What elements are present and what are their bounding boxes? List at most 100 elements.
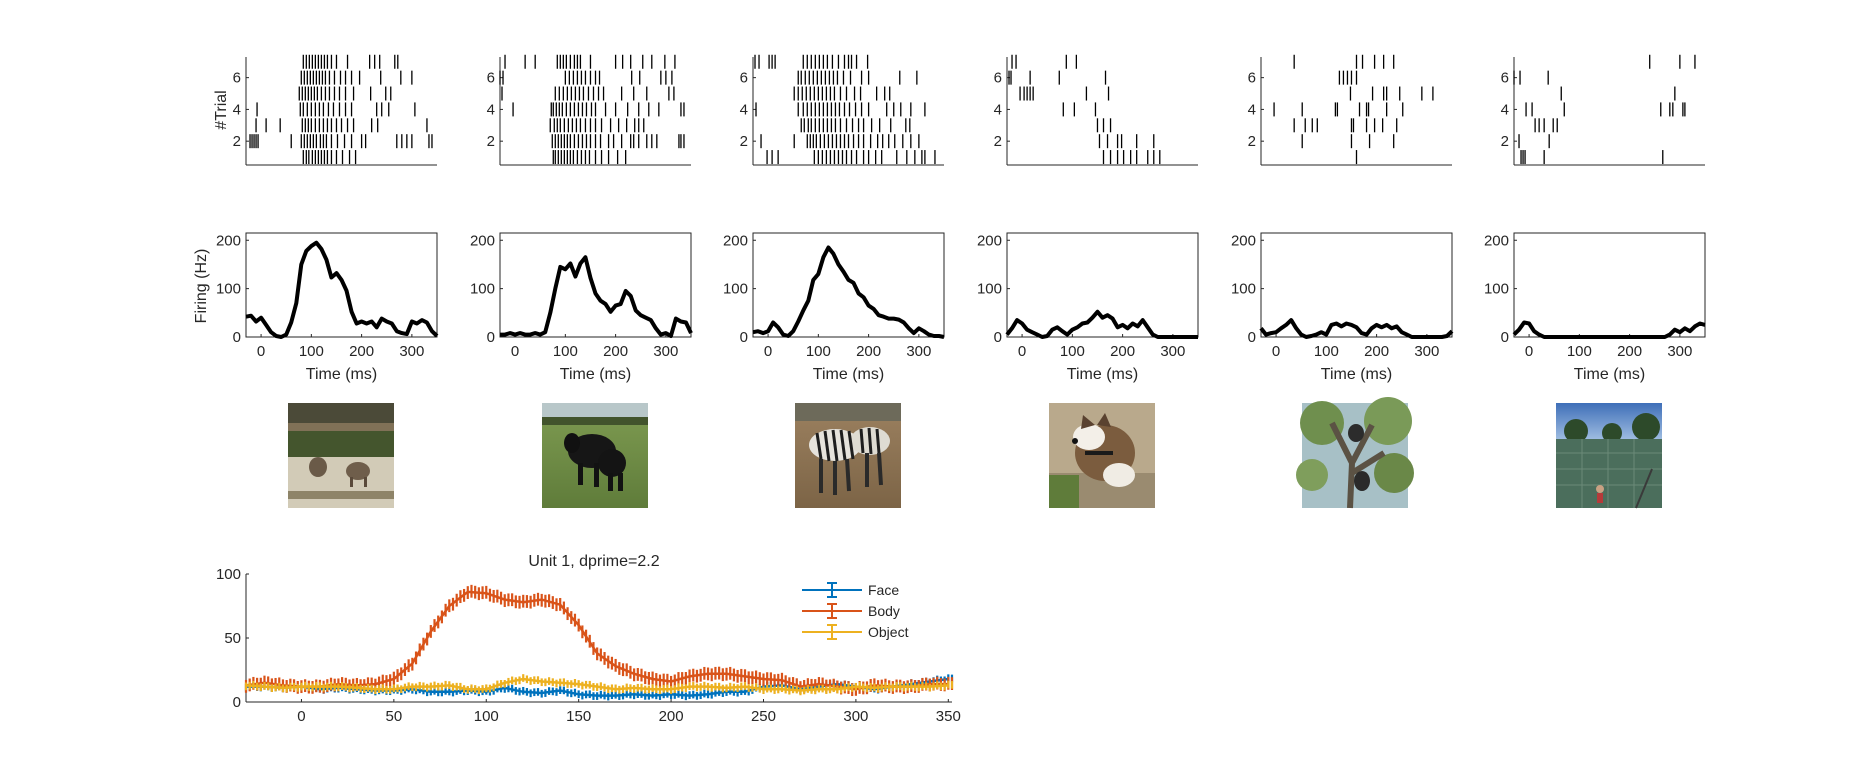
psth-xtick-label: 200	[1110, 343, 1135, 360]
raster-panel: 2 4 6	[233, 54, 437, 166]
raster-ytick-label: 4	[487, 101, 495, 118]
psth-xtick-label: 100	[1567, 343, 1592, 360]
psth-ytick-label: 100	[216, 281, 241, 298]
pop-ytick-label: 50	[224, 630, 241, 647]
tree-photo	[1296, 397, 1414, 509]
psth-xtick-label: 200	[856, 343, 881, 360]
psth-ytick-label: 200	[216, 232, 241, 249]
psth-xtick-label: 100	[1060, 343, 1085, 360]
pop-ytick-label: 0	[233, 694, 241, 711]
raster-ytick-label: 4	[740, 101, 748, 118]
psth-xlabel: Time (ms)	[560, 366, 631, 383]
firing-rate-line	[1512, 320, 1706, 339]
series-body	[244, 584, 954, 697]
psth-ytick-label: 0	[740, 329, 748, 346]
raster-ytick-label: 6	[740, 70, 748, 87]
raster-ytick-label: 4	[233, 101, 241, 118]
animal-enclosure-photo	[288, 403, 394, 508]
pop-xtick-label: 100	[474, 708, 499, 725]
pop-xtick-label: 250	[751, 708, 776, 725]
raster-panel: 2 4 6	[1248, 54, 1452, 166]
psth-ytick-label: 0	[487, 329, 495, 346]
raster-panel: 2 4 6	[1501, 54, 1705, 166]
psth-ytick-label: 200	[723, 232, 748, 249]
raster-panel: 2 4 6	[487, 54, 691, 166]
psth-xtick-label: 0	[1525, 343, 1533, 360]
raster-ytick-label: 6	[233, 70, 241, 87]
psth-axes-box	[1513, 232, 1706, 338]
firing-rate-line	[500, 255, 693, 338]
psth-xtick-label: 300	[653, 343, 678, 360]
psth-axes-box	[499, 232, 692, 338]
psth-panel: 0 100 200 300 0 100 200 Time (ms)	[1231, 232, 1454, 383]
black-cows-photo	[542, 403, 648, 508]
psth-xtick-label: 0	[764, 343, 772, 360]
series-object	[244, 674, 954, 696]
pop-xtick-label: 350	[936, 708, 961, 725]
psth-ytick-label: 0	[1248, 329, 1256, 346]
pop-title: Unit 1, dprime=2.2	[528, 553, 659, 570]
raster-ytick-label: 6	[1248, 70, 1256, 87]
psth-ytick-label: 100	[723, 281, 748, 298]
zebras-photo	[795, 403, 901, 508]
psth-xtick-label: 0	[1018, 343, 1026, 360]
psth-xtick-label: 0	[1272, 343, 1280, 360]
psth-xlabel: Time (ms)	[1574, 366, 1645, 383]
firing-rate-line	[245, 240, 439, 339]
mean-line	[245, 590, 949, 691]
psth-xtick-label: 200	[603, 343, 628, 360]
raster-ylabel: #Trial	[213, 90, 230, 129]
raster-ytick-label: 6	[1501, 70, 1509, 87]
psth-xtick-label: 300	[906, 343, 931, 360]
psth-ytick-label: 100	[1484, 281, 1509, 298]
psth-xtick-label: 200	[1617, 343, 1642, 360]
psth-ytick-label: 0	[1501, 329, 1509, 346]
psth-panel: 0 100 200 300 0 100 200 Time (ms)	[1484, 232, 1706, 383]
raster-panel: 2 4 6	[994, 54, 1198, 166]
raster-ytick-label: 4	[1501, 101, 1509, 118]
psth-axes-box	[752, 232, 945, 338]
psth-xtick-label: 200	[1364, 343, 1389, 360]
firing-rate-line	[1005, 309, 1198, 339]
psth-ytick-label: 100	[1231, 281, 1256, 298]
psth-xtick-label: 300	[1414, 343, 1439, 360]
psth-panel: 0 100 200 300 0 100 200 Time (ms)	[977, 232, 1199, 383]
raster-ytick-label: 4	[1248, 101, 1256, 118]
raster-ytick-label: 2	[1248, 133, 1256, 150]
psth-ytick-label: 100	[470, 281, 495, 298]
psth-xtick-label: 100	[806, 343, 831, 360]
psth-ytick-label: 200	[1231, 232, 1256, 249]
pop-ytick-label: 100	[216, 566, 241, 583]
raster-ytick-label: 2	[740, 133, 748, 150]
psth-xtick-label: 200	[349, 343, 374, 360]
psth-ytick-label: 200	[1484, 232, 1509, 249]
legend-label: Body	[868, 603, 900, 619]
psth-xtick-label: 300	[1667, 343, 1692, 360]
psth-axes-box	[1006, 232, 1199, 338]
raster-ytick-label: 2	[1501, 133, 1509, 150]
raster-ytick-label: 2	[994, 133, 1002, 150]
psth-xtick-label: 100	[553, 343, 578, 360]
psth-axes-box	[245, 232, 438, 338]
psth-axes-box	[1260, 232, 1453, 338]
firing-rate-line	[752, 245, 945, 339]
psth-panel: 0 100 200 300 0 100 200 Time (ms)	[216, 232, 439, 383]
pop-xtick-label: 50	[386, 708, 403, 725]
psth-xtick-label: 0	[257, 343, 265, 360]
psth-xtick-label: 0	[511, 343, 519, 360]
stimulus-images	[288, 397, 1662, 509]
raster-ytick-label: 2	[233, 133, 241, 150]
psth-panel: 0 100 200 300 0 100 200 Time (ms)	[470, 232, 693, 383]
raster-ytick-label: 6	[994, 70, 1002, 87]
psth-xlabel: Time (ms)	[1067, 366, 1138, 383]
psth-panel: 0 100 200 300 0 100 200 Time (ms)	[723, 232, 945, 383]
dog-photo	[1049, 403, 1155, 508]
psth-ytick-label: 0	[994, 329, 1002, 346]
pop-xtick-label: 150	[566, 708, 591, 725]
firing-rate-line	[1259, 318, 1454, 339]
psth-ytick-label: 0	[233, 329, 241, 346]
psth-xlabel: Time (ms)	[1321, 366, 1392, 383]
pop-xtick-label: 0	[297, 708, 305, 725]
tennis-court-photo	[1556, 403, 1662, 509]
mean-line	[245, 677, 949, 692]
